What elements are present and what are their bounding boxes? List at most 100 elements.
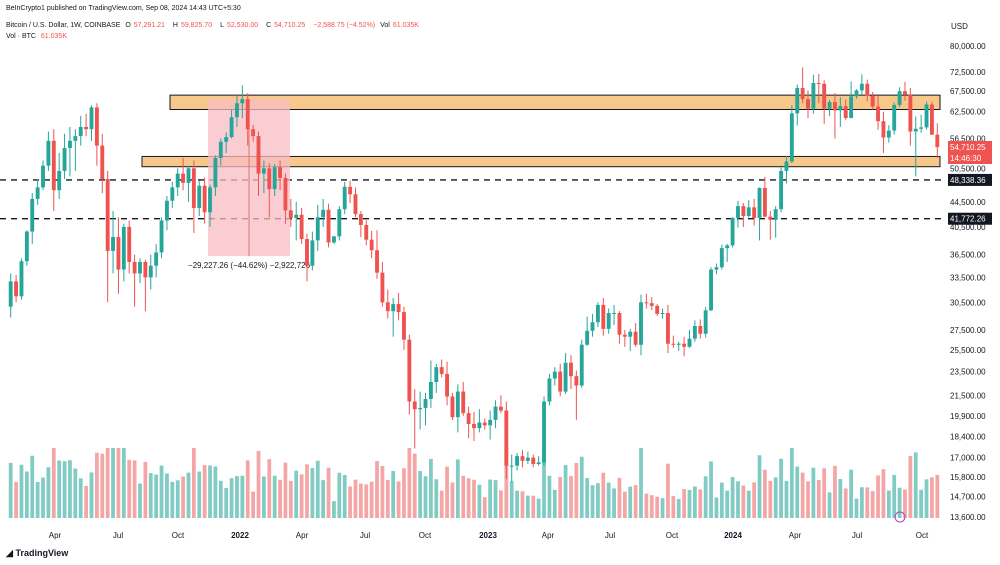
candle — [208, 184, 212, 227]
candle — [197, 180, 202, 217]
candle — [838, 97, 843, 127]
candle-body — [628, 331, 633, 337]
x-tick-label: Apr — [49, 531, 62, 540]
volume-bar — [407, 448, 412, 518]
candle-body — [402, 312, 406, 340]
x-tick-label: Apr — [296, 531, 309, 540]
volume-bar — [913, 452, 918, 518]
volume-bar — [455, 459, 460, 518]
volume-bar — [84, 485, 89, 518]
volume-bar — [558, 477, 563, 518]
candle-body — [310, 240, 315, 266]
candle-body — [245, 99, 250, 130]
y-tick-label: 56,500.00 — [950, 134, 986, 143]
level-2-tag-bg — [948, 212, 992, 225]
candle-body — [833, 102, 837, 111]
candle — [579, 339, 584, 388]
candle — [660, 308, 665, 319]
candle — [536, 456, 541, 466]
volume-bar — [100, 453, 105, 518]
candle-body — [461, 391, 466, 414]
candle — [779, 165, 784, 213]
volume-bar — [919, 489, 924, 518]
candle-body — [148, 265, 153, 278]
volume-bar — [466, 478, 471, 518]
candle — [240, 85, 245, 119]
volume-bar — [515, 490, 519, 518]
candle — [305, 233, 309, 282]
candle-body — [606, 312, 611, 329]
candle-body — [757, 187, 762, 218]
volume-bar — [385, 479, 390, 518]
volume-bar — [218, 480, 223, 518]
candle — [251, 124, 256, 142]
volume-bar — [709, 461, 713, 518]
candle — [175, 168, 180, 196]
candle — [515, 453, 520, 471]
volume-legend: Vol · BTC 61.035K — [6, 33, 67, 40]
tradingview-logo: ◢ TradingView — [6, 548, 69, 558]
candle — [719, 244, 724, 270]
candle-body — [8, 281, 13, 307]
candle — [358, 211, 363, 237]
candle-body — [509, 465, 514, 467]
volume-bar — [849, 469, 853, 518]
y-tick-label: 72,500.00 — [950, 68, 986, 77]
volume-bar — [789, 448, 794, 518]
volume-bar — [730, 477, 735, 518]
candle — [757, 187, 762, 241]
y-tick-label: 36,500.00 — [950, 251, 986, 260]
candle — [132, 254, 137, 307]
candle-body — [191, 168, 196, 208]
candle-body — [105, 179, 110, 251]
candle-body — [159, 220, 164, 253]
candle-body — [789, 113, 794, 162]
candle-body — [428, 382, 433, 399]
y-tick-label: 17,000.00 — [950, 454, 986, 463]
candle — [89, 105, 94, 141]
volume-bar — [579, 456, 584, 518]
candle-body — [515, 456, 520, 466]
published-line: BeInCrypto1 published on TradingView.com… — [6, 5, 241, 12]
candle-body — [288, 210, 293, 218]
candle — [595, 302, 600, 327]
last-price-tag-bg — [948, 141, 992, 154]
x-tick-label: Oct — [419, 531, 432, 540]
volume-bar — [504, 448, 509, 518]
candle — [51, 129, 56, 212]
candle — [816, 74, 821, 104]
candle — [418, 391, 423, 430]
candle-body — [455, 391, 460, 418]
candle-body — [709, 269, 713, 311]
candle-body — [919, 127, 924, 129]
candle-body — [278, 167, 282, 178]
candle — [78, 115, 83, 146]
level-1-tag: 48,338.36 — [950, 176, 986, 185]
candle-body — [779, 170, 784, 210]
candle — [202, 177, 207, 224]
candle — [472, 411, 476, 442]
candle — [822, 80, 827, 124]
candle-body — [294, 214, 299, 218]
candle-body — [364, 224, 369, 240]
candle-body — [569, 362, 573, 377]
volume-bar — [763, 469, 767, 518]
candle-body — [886, 130, 891, 138]
candle-body — [138, 261, 142, 274]
candle — [121, 223, 126, 282]
candle — [94, 103, 99, 166]
candle-body — [531, 457, 536, 465]
candle-body — [445, 373, 450, 397]
volume-bar — [903, 489, 907, 518]
candle-body — [752, 207, 757, 218]
volume-bar — [62, 461, 67, 518]
candle — [235, 95, 239, 127]
candle — [752, 198, 757, 226]
volume-bar — [671, 496, 676, 518]
volume-bar — [235, 476, 239, 518]
volume-bar — [601, 472, 606, 518]
candle-body — [181, 173, 186, 183]
candle-body — [116, 236, 121, 270]
volume-bar — [822, 468, 827, 518]
